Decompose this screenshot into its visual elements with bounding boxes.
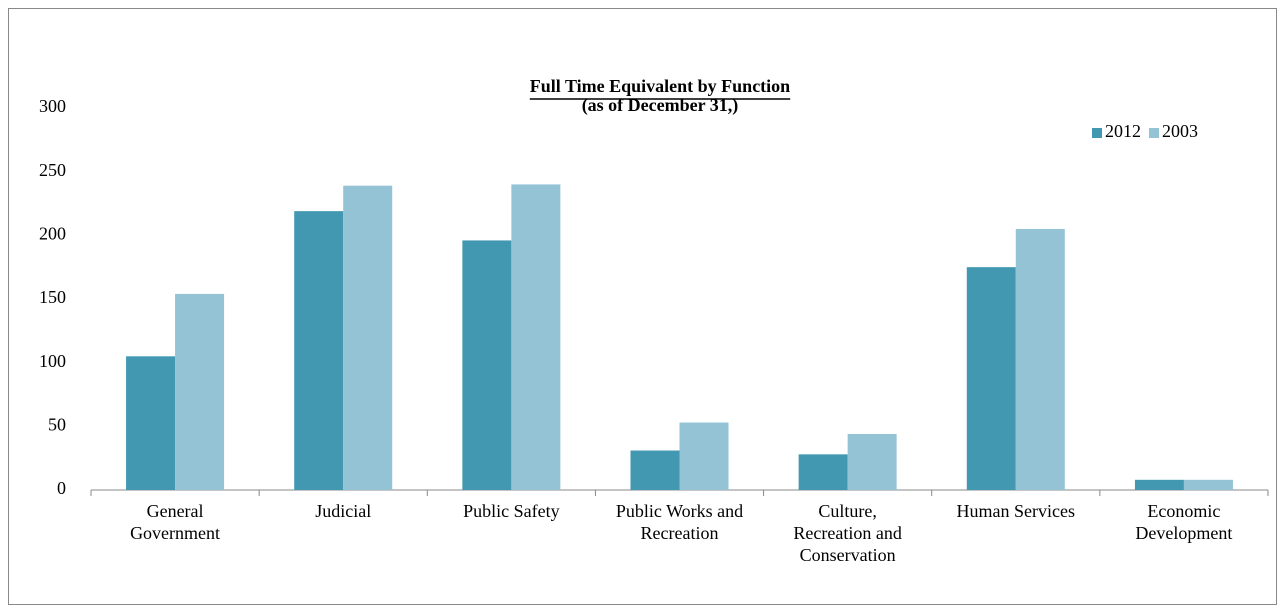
legend-swatch: [1149, 128, 1159, 138]
chart-title: Full Time Equivalent by Function: [530, 76, 790, 96]
y-tick-label: 150: [39, 287, 66, 307]
bar: [511, 184, 561, 490]
x-tick-label: General Government: [130, 501, 221, 543]
y-tick-label: 250: [39, 160, 66, 180]
bar: [343, 185, 393, 490]
y-tick-label: 50: [48, 414, 66, 434]
x-tick-label: Economic Development: [1135, 501, 1233, 543]
y-tick-label: 100: [39, 351, 66, 371]
legend-label: 2003: [1162, 121, 1198, 141]
bar: [294, 211, 344, 490]
bar: [630, 450, 680, 490]
y-tick-label: 300: [39, 96, 66, 116]
bar: [1015, 228, 1065, 490]
y-tick-label: 200: [39, 223, 66, 243]
bar: [462, 240, 512, 490]
bar: [798, 454, 848, 490]
x-tick-label: Human Services: [956, 501, 1076, 521]
chart-subtitle: (as of December 31,): [582, 95, 739, 116]
y-tick-label: 0: [57, 478, 66, 498]
bar: [847, 433, 897, 490]
x-tick-label: Public Safety: [463, 501, 560, 521]
bar: [1134, 479, 1184, 490]
bar: [1183, 479, 1233, 490]
bar: [966, 267, 1016, 490]
x-tick-label: Judicial: [315, 501, 372, 521]
x-tick-label: Public Works and Recreation: [615, 501, 744, 543]
bar: [679, 422, 729, 490]
bar: [126, 356, 176, 490]
x-tick-label: Culture, Recreation and Conservation: [793, 501, 902, 565]
legend-swatch: [1092, 128, 1102, 138]
legend-label: 2012: [1105, 121, 1141, 141]
bar: [175, 293, 225, 490]
